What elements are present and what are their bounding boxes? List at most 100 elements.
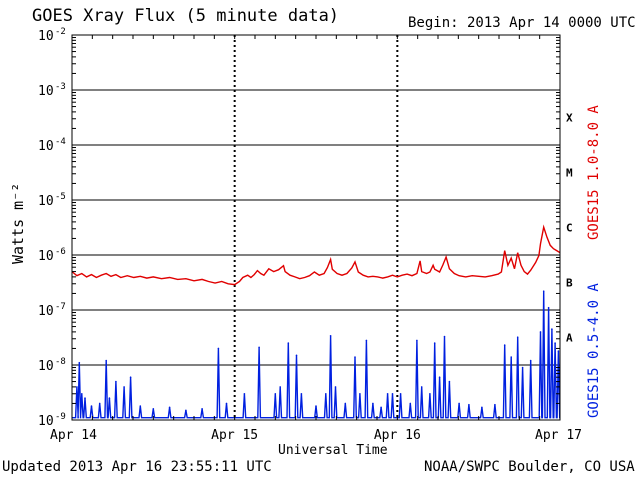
- series-point-short: [365, 339, 368, 342]
- series-point-short: [329, 335, 332, 337]
- x-tick-label: Apr 15: [211, 428, 258, 443]
- y-tick-exponent: -7: [55, 302, 66, 312]
- series-point-short: [481, 406, 483, 409]
- flare-class-label: C: [566, 222, 573, 235]
- series-point-short: [225, 402, 228, 405]
- series-point-short: [98, 402, 101, 405]
- y-tick-exponent: -5: [55, 192, 66, 202]
- flare-class-label: B: [566, 277, 573, 290]
- series-point-short: [76, 386, 78, 388]
- x-tick-label: Apr 14: [50, 428, 97, 443]
- series-point-short: [399, 393, 402, 395]
- series-point-short: [201, 408, 203, 410]
- credit-line: NOAA/SWPC Boulder, CO USA: [424, 459, 635, 475]
- data-series: [71, 224, 561, 419]
- x-tick-label: Apr 17: [535, 428, 582, 443]
- series-point-short: [468, 403, 470, 406]
- series-point-short: [105, 359, 107, 362]
- updated-timestamp: Updated 2013 Apr 16 23:55:11 UTC: [2, 459, 272, 475]
- series-point-short: [300, 393, 303, 395]
- y-tick-label: 10: [38, 304, 54, 319]
- series-point-short: [510, 356, 512, 358]
- series-point-short: [139, 405, 142, 407]
- series-point-short: [81, 393, 83, 395]
- series-point-short: [429, 393, 431, 395]
- x-tick-label: Apr 16: [374, 428, 421, 443]
- series-point-short: [359, 393, 361, 395]
- y-tick-label: 10: [38, 414, 54, 429]
- series-point-short: [84, 397, 86, 399]
- y-axis-label: Watts m⁻²: [9, 183, 27, 264]
- axis-ticks: [71, 35, 561, 420]
- x-axis-label: Universal Time: [278, 443, 388, 458]
- y-tick-exponent: -4: [55, 137, 66, 147]
- series-point-short: [391, 393, 394, 395]
- y-tick-label: 10: [38, 194, 54, 209]
- series-point-short: [315, 405, 317, 407]
- y-tick-exponent: -3: [55, 82, 66, 92]
- series-point-short: [420, 386, 423, 388]
- y-tick-label: 10: [38, 84, 54, 99]
- series-point-short: [494, 403, 496, 406]
- y-tick-label: 10: [38, 359, 54, 374]
- series-point-short: [547, 306, 550, 309]
- series-point-short: [344, 402, 347, 405]
- plot-frame: [71, 34, 561, 421]
- series-point-short: [274, 393, 277, 395]
- series-point-short: [503, 344, 506, 346]
- series-point-short: [386, 393, 389, 395]
- series-point-short: [542, 290, 545, 293]
- series-point-short: [295, 354, 298, 357]
- series-point-short: [78, 361, 81, 364]
- series-point-short: [539, 331, 542, 333]
- series-point-short: [325, 393, 327, 395]
- series-point-short: [380, 406, 382, 409]
- series-point-short: [129, 376, 132, 379]
- legend-short-channel: GOES15 0.5-4.0 A: [586, 283, 602, 418]
- series-point-short: [217, 347, 220, 350]
- series-point-short: [448, 380, 451, 383]
- y-tick-exponent: -2: [55, 27, 66, 37]
- series-point-short: [409, 402, 412, 405]
- series-point-short: [185, 409, 187, 412]
- series-point-short: [433, 342, 436, 344]
- y-tick-label: 10: [38, 139, 54, 154]
- flare-class-label: A: [566, 332, 573, 345]
- legend-long-channel: GOES15 1.0-8.0 A: [586, 105, 602, 240]
- series-point-short: [258, 346, 260, 349]
- flare-class-label: X: [566, 112, 573, 125]
- flare-class-label: M: [566, 167, 573, 180]
- series-point-short: [152, 408, 155, 410]
- series-point-short: [334, 386, 337, 388]
- series-point-short: [372, 402, 374, 405]
- series-point-short: [516, 336, 519, 339]
- series-point-short: [123, 386, 125, 388]
- y-tick-exponent: -8: [55, 357, 66, 367]
- series-point-short: [551, 328, 553, 330]
- series-point-short: [115, 380, 117, 383]
- y-tick-exponent: -9: [55, 412, 66, 422]
- series-point-short: [529, 359, 532, 362]
- series-point-short: [243, 393, 246, 395]
- y-tick-exponent: -6: [55, 247, 66, 257]
- series-point-short: [438, 376, 441, 379]
- chart-title: GOES Xray Flux (5 minute data): [32, 6, 340, 26]
- series-point-short: [354, 356, 356, 358]
- series-point-short: [416, 339, 418, 342]
- y-tick-label: 10: [38, 249, 54, 264]
- series-point-short: [443, 335, 446, 338]
- series-point-short: [168, 406, 171, 409]
- grid: [72, 35, 560, 420]
- series-point-short: [554, 342, 556, 344]
- series-point-short: [521, 366, 524, 369]
- series-point-short: [279, 386, 282, 388]
- series-point-short: [557, 350, 560, 352]
- series-point-short: [287, 342, 290, 344]
- series-point-short: [90, 405, 93, 407]
- series-point-short: [458, 402, 460, 405]
- begin-timestamp: Begin: 2013 Apr 14 0000 UTC: [408, 15, 636, 31]
- legend: GOES15 1.0-8.0 A GOES15 0.5-4.0 A: [586, 105, 602, 418]
- y-tick-label: 10: [38, 29, 54, 44]
